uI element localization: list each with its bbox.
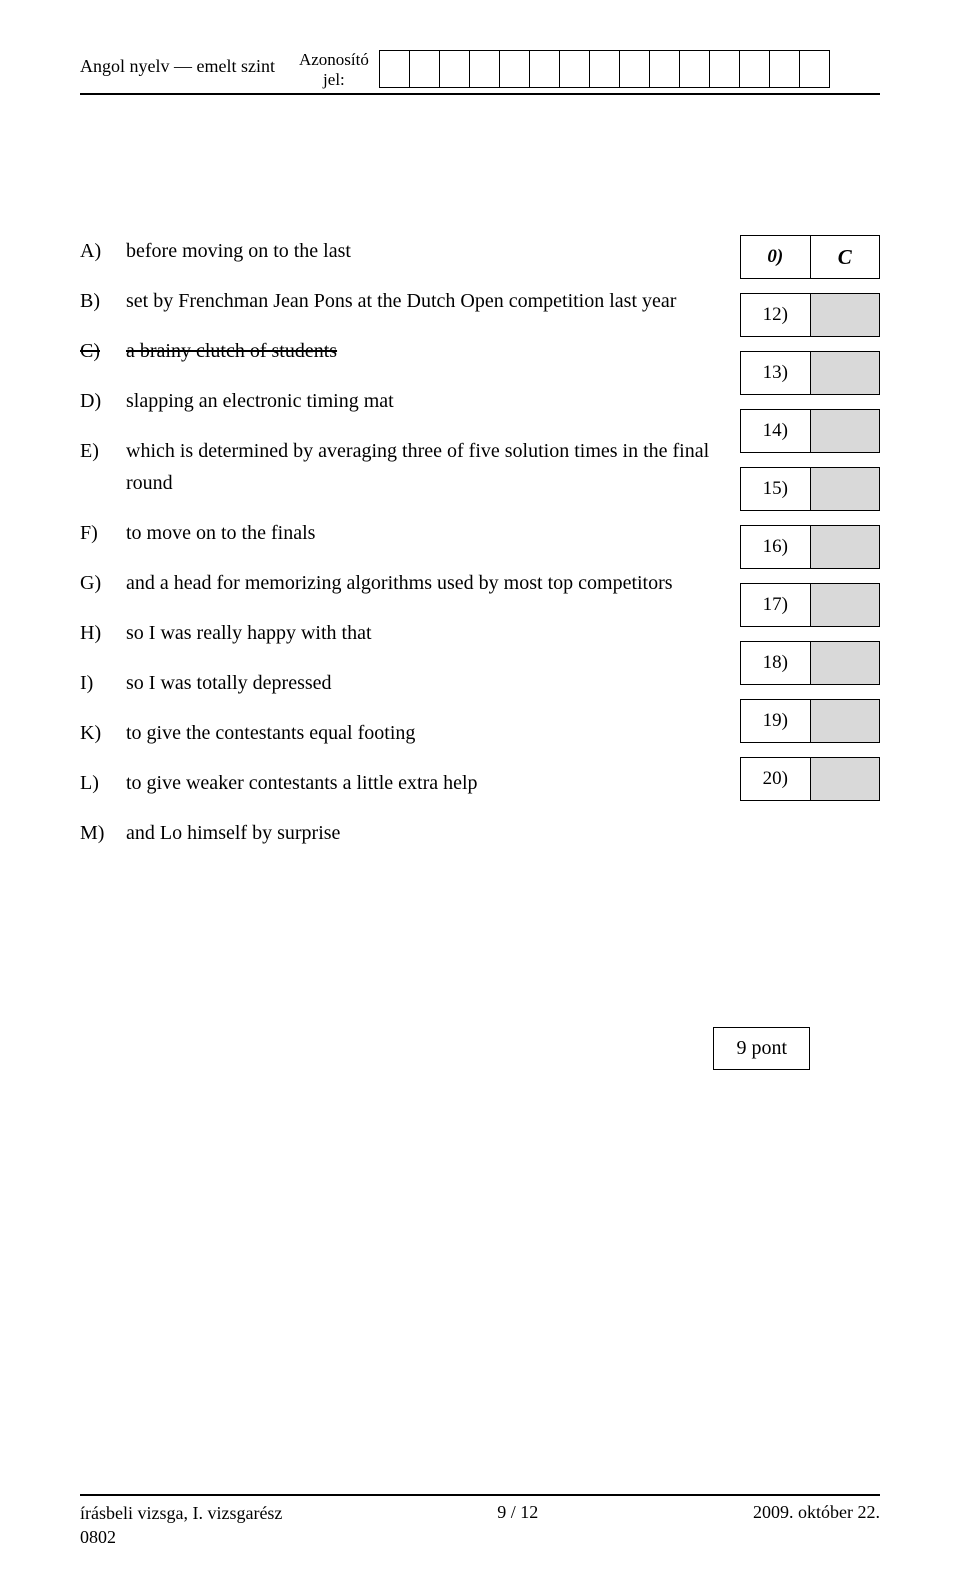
option-letter: B) xyxy=(80,285,126,317)
option-row: C)a brainy clutch of students xyxy=(80,335,720,367)
answer-box: 20) xyxy=(740,757,880,801)
answer-fill[interactable] xyxy=(811,468,880,510)
answer-number: 16) xyxy=(741,526,811,568)
option-text: a brainy clutch of students xyxy=(126,335,337,367)
answer-box: 15) xyxy=(740,467,880,511)
id-cell[interactable] xyxy=(679,50,710,88)
id-label-line2: jel: xyxy=(323,70,345,89)
page: Angol nyelv — emelt szint Azonosító jel:… xyxy=(0,0,960,1589)
option-row: K)to give the contestants equal footing xyxy=(80,717,720,749)
answer-box: 18) xyxy=(740,641,880,685)
id-cell[interactable] xyxy=(739,50,770,88)
id-label-line1: Azonosító xyxy=(299,50,369,69)
id-cell[interactable] xyxy=(799,50,830,88)
id-cell[interactable] xyxy=(469,50,500,88)
page-header: Angol nyelv — emelt szint Azonosító jel: xyxy=(80,48,880,95)
id-cell[interactable] xyxy=(619,50,650,88)
answer-box: 14) xyxy=(740,409,880,453)
option-letter: E) xyxy=(80,435,126,467)
option-letter: C) xyxy=(80,335,126,367)
option-letter: I) xyxy=(80,667,126,699)
id-cell[interactable] xyxy=(589,50,620,88)
id-cell[interactable] xyxy=(499,50,530,88)
answer-box: 19) xyxy=(740,699,880,743)
answer-number: 15) xyxy=(741,468,811,510)
footer-left: írásbeli vizsga, I. vizsgarész 0802 xyxy=(80,1502,282,1549)
option-letter: D) xyxy=(80,385,126,417)
option-letter: K) xyxy=(80,717,126,749)
options-column: A)before moving on to the lastB)set by F… xyxy=(80,235,720,867)
answer-box: 12) xyxy=(740,293,880,337)
answer-number: 14) xyxy=(741,410,811,452)
option-text: so I was totally depressed xyxy=(126,667,332,699)
answer-number: 18) xyxy=(741,642,811,684)
score-area: 9 pont xyxy=(80,1027,880,1070)
option-letter: G) xyxy=(80,567,126,599)
option-row: F)to move on to the finals xyxy=(80,517,720,549)
answer-box: 13) xyxy=(740,351,880,395)
answer-box: 17) xyxy=(740,583,880,627)
option-text: to give the contestants equal footing xyxy=(126,717,415,749)
id-grid xyxy=(379,50,830,88)
content-area: A)before moving on to the lastB)set by F… xyxy=(80,235,880,867)
option-text: and a head for memorizing algorithms use… xyxy=(126,567,673,599)
option-row: A)before moving on to the last xyxy=(80,235,720,267)
id-cell[interactable] xyxy=(529,50,560,88)
option-row: I)so I was totally depressed xyxy=(80,667,720,699)
answer-box: 16) xyxy=(740,525,880,569)
option-row: G)and a head for memorizing algorithms u… xyxy=(80,567,720,599)
option-letter: A) xyxy=(80,235,126,267)
option-row: E)which is determined by averaging three… xyxy=(80,435,720,499)
option-text: so I was really happy with that xyxy=(126,617,372,649)
answer-example-number: 0) xyxy=(741,236,811,278)
id-cell[interactable] xyxy=(709,50,740,88)
answer-fill[interactable] xyxy=(811,700,880,742)
id-cell[interactable] xyxy=(379,50,410,88)
option-row: H)so I was really happy with that xyxy=(80,617,720,649)
option-row: M)and Lo himself by surprise xyxy=(80,817,720,849)
page-footer: írásbeli vizsga, I. vizsgarész 0802 9 / … xyxy=(80,1494,880,1549)
answer-fill[interactable] xyxy=(811,526,880,568)
option-text: which is determined by averaging three o… xyxy=(126,435,720,499)
option-letter: M) xyxy=(80,817,126,849)
answer-number: 13) xyxy=(741,352,811,394)
id-label: Azonosító jel: xyxy=(299,48,379,89)
answer-fill[interactable] xyxy=(811,352,880,394)
option-row: B)set by Frenchman Jean Pons at the Dutc… xyxy=(80,285,720,317)
footer-left-line1: írásbeli vizsga, I. vizsgarész xyxy=(80,1503,282,1523)
footer-page-number: 9 / 12 xyxy=(497,1502,538,1549)
option-text: and Lo himself by surprise xyxy=(126,817,340,849)
option-text: before moving on to the last xyxy=(126,235,351,267)
id-cell[interactable] xyxy=(559,50,590,88)
id-cell[interactable] xyxy=(769,50,800,88)
option-letter: H) xyxy=(80,617,126,649)
answer-fill[interactable] xyxy=(811,642,880,684)
answer-example-value: C xyxy=(811,236,880,278)
answer-number: 20) xyxy=(741,758,811,800)
answer-fill[interactable] xyxy=(811,758,880,800)
id-cell[interactable] xyxy=(649,50,680,88)
score-box: 9 pont xyxy=(713,1027,810,1070)
answer-number: 19) xyxy=(741,700,811,742)
id-cell[interactable] xyxy=(439,50,470,88)
option-text: slapping an electronic timing mat xyxy=(126,385,394,417)
option-row: L)to give weaker contestants a little ex… xyxy=(80,767,720,799)
footer-left-line2: 0802 xyxy=(80,1527,116,1547)
answer-box-example: 0) C xyxy=(740,235,880,279)
footer-date: 2009. október 22. xyxy=(753,1502,880,1549)
answers-column: 0) C 12) 13) 14) 15) 16) 17) 18) 19) 20) xyxy=(740,235,880,867)
option-text: to give weaker contestants a little extr… xyxy=(126,767,478,799)
option-text: to move on to the finals xyxy=(126,517,315,549)
answer-number: 12) xyxy=(741,294,811,336)
option-row: D)slapping an electronic timing mat xyxy=(80,385,720,417)
option-text: set by Frenchman Jean Pons at the Dutch … xyxy=(126,285,676,317)
option-letter: L) xyxy=(80,767,126,799)
answer-number: 17) xyxy=(741,584,811,626)
exam-title: Angol nyelv — emelt szint xyxy=(80,48,299,77)
option-letter: F) xyxy=(80,517,126,549)
id-cell[interactable] xyxy=(409,50,440,88)
answer-fill[interactable] xyxy=(811,410,880,452)
answer-fill[interactable] xyxy=(811,294,880,336)
answer-fill[interactable] xyxy=(811,584,880,626)
